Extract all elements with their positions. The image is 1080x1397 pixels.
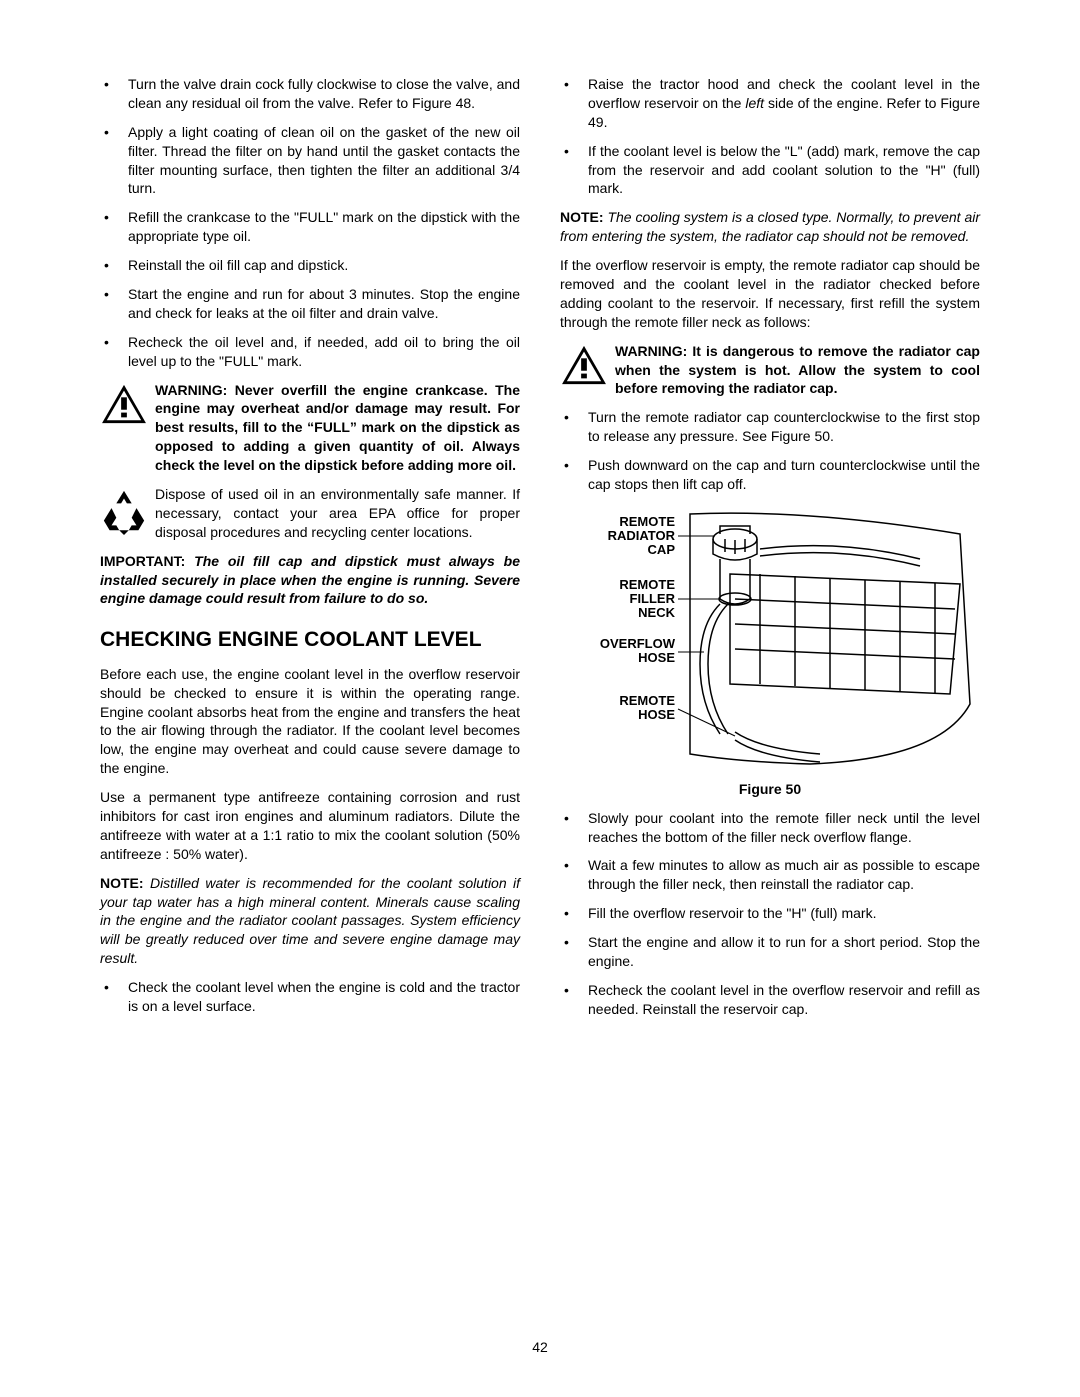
bullet-text: Turn the remote radiator cap countercloc…: [588, 408, 980, 446]
right-mid-bullets: •Turn the remote radiator cap counterclo…: [560, 408, 980, 494]
right-top-bullets: •Raise the tractor hood and check the co…: [560, 75, 980, 198]
bullet-dot: •: [560, 809, 588, 847]
left-bottom-bullets: •Check the coolant level when the engine…: [100, 978, 520, 1016]
list-item: •Apply a light coating of clean oil on t…: [100, 123, 520, 199]
bullet-text: Start the engine and allow it to run for…: [588, 933, 980, 971]
bullet-dot: •: [100, 978, 128, 1016]
note-lead: NOTE:: [560, 209, 604, 225]
warning-overfill: WARNING: Never overfill the engine crank…: [100, 381, 520, 475]
left-top-bullets: •Turn the valve drain cock fully clockwi…: [100, 75, 520, 371]
recycle-icon: [100, 485, 155, 540]
list-item: •Recheck the oil level and, if needed, a…: [100, 333, 520, 371]
right-bottom-bullets: •Slowly pour coolant into the remote fil…: [560, 809, 980, 1019]
fig-label-neck-2: FILLER: [630, 591, 676, 606]
overflow-empty-para: If the overflow reservoir is empty, the …: [560, 256, 980, 332]
warning-icon: [100, 381, 155, 430]
list-item: •Refill the crankcase to the "FULL" mark…: [100, 208, 520, 246]
note-lead: NOTE:: [100, 875, 144, 891]
list-item: •Start the engine and run for about 3 mi…: [100, 285, 520, 323]
list-item: •Reinstall the oil fill cap and dipstick…: [100, 256, 520, 275]
bullet-text: Raise the tractor hood and check the coo…: [588, 75, 980, 132]
list-item: •If the coolant level is below the "L" (…: [560, 142, 980, 199]
bullet-text: Recheck the oil level and, if needed, ad…: [128, 333, 520, 371]
fig-label-ovh-2: HOSE: [638, 650, 675, 665]
list-item: •Turn the remote radiator cap counterclo…: [560, 408, 980, 446]
warning-text: WARNING: It is dangerous to remove the r…: [615, 342, 980, 399]
page-number: 42: [0, 1338, 1080, 1357]
right-column: •Raise the tractor hood and check the co…: [560, 75, 980, 1029]
closed-system-note: NOTE: The cooling system is a closed typ…: [560, 208, 980, 246]
figure-50: REMOTE RADIATOR CAP REMOTE FILLER NECK O…: [560, 504, 980, 799]
bullet-dot: •: [100, 256, 128, 275]
note-body: Distilled water is recommended for the c…: [100, 875, 520, 967]
coolant-heading: CHECKING ENGINE COOLANT LEVEL: [100, 626, 520, 654]
warning-hot-cap: WARNING: It is dangerous to remove the r…: [560, 342, 980, 399]
fig-label-ovh-1: OVERFLOW: [600, 636, 676, 651]
important-lead: IMPORTANT:: [100, 553, 185, 569]
bullet-text: Refill the crankcase to the "FULL" mark …: [128, 208, 520, 246]
bullet-text: Recheck the coolant level in the overflo…: [588, 981, 980, 1019]
list-item: •Wait a few minutes to allow as much air…: [560, 856, 980, 894]
bullet-dot: •: [100, 285, 128, 323]
coolant-para-1: Before each use, the engine coolant leve…: [100, 665, 520, 778]
fig-label-cap-2: RADIATOR: [608, 528, 676, 543]
bullet-dot: •: [100, 75, 128, 113]
note-body: The cooling system is a closed type. Nor…: [560, 209, 980, 244]
warning-text: WARNING: Never overfill the engine crank…: [155, 381, 520, 475]
list-item: •Slowly pour coolant into the remote fil…: [560, 809, 980, 847]
list-item: •Raise the tractor hood and check the co…: [560, 75, 980, 132]
bullet-dot: •: [100, 123, 128, 199]
bullet-dot: •: [560, 75, 588, 132]
bullet-dot: •: [560, 904, 588, 923]
important-note: IMPORTANT: The oil fill cap and dipstick…: [100, 552, 520, 609]
bullet-dot: •: [560, 981, 588, 1019]
list-item: •Check the coolant level when the engine…: [100, 978, 520, 1016]
distilled-note: NOTE: Distilled water is recommended for…: [100, 874, 520, 968]
bullet-text: If the coolant level is below the "L" (a…: [588, 142, 980, 199]
bullet-text: Slowly pour coolant into the remote fill…: [588, 809, 980, 847]
bullet-dot: •: [100, 333, 128, 371]
fig-label-rh-1: REMOTE: [619, 693, 675, 708]
fig-label-rh-2: HOSE: [638, 707, 675, 722]
list-item: •Start the engine and allow it to run fo…: [560, 933, 980, 971]
bullet-dot: •: [560, 142, 588, 199]
list-item: •Recheck the coolant level in the overfl…: [560, 981, 980, 1019]
figure-caption: Figure 50: [560, 780, 980, 799]
list-item: •Turn the valve drain cock fully clockwi…: [100, 75, 520, 113]
figure-50-svg: REMOTE RADIATOR CAP REMOTE FILLER NECK O…: [560, 504, 980, 769]
left-column: •Turn the valve drain cock fully clockwi…: [100, 75, 520, 1029]
fig-label-cap-3: CAP: [648, 542, 676, 557]
bullet-text: Apply a light coating of clean oil on th…: [128, 123, 520, 199]
bullet-text: Start the engine and run for about 3 min…: [128, 285, 520, 323]
bullet-text: Check the coolant level when the engine …: [128, 978, 520, 1016]
list-item: •Fill the overflow reservoir to the "H" …: [560, 904, 980, 923]
coolant-para-2: Use a permanent type antifreeze containi…: [100, 788, 520, 864]
bullet-dot: •: [100, 208, 128, 246]
warning-icon: [560, 342, 615, 391]
fig-label-cap-1: REMOTE: [619, 514, 675, 529]
list-item: •Push downward on the cap and turn count…: [560, 456, 980, 494]
bullet-dot: •: [560, 933, 588, 971]
bullet-text: Reinstall the oil fill cap and dipstick.: [128, 256, 520, 275]
bullet-text: Turn the valve drain cock fully clockwis…: [128, 75, 520, 113]
bullet-text: Fill the overflow reservoir to the "H" (…: [588, 904, 980, 923]
recycle-text: Dispose of used oil in an environmentall…: [155, 485, 520, 542]
two-column-layout: •Turn the valve drain cock fully clockwi…: [100, 75, 980, 1029]
fig-label-neck-3: NECK: [638, 605, 675, 620]
bullet-dot: •: [560, 456, 588, 494]
bullet-dot: •: [560, 856, 588, 894]
fig-label-neck-1: REMOTE: [619, 577, 675, 592]
recycle-block: Dispose of used oil in an environmentall…: [100, 485, 520, 542]
bullet-text: Wait a few minutes to allow as much air …: [588, 856, 980, 894]
bullet-text: Push downward on the cap and turn counte…: [588, 456, 980, 494]
bullet-dot: •: [560, 408, 588, 446]
